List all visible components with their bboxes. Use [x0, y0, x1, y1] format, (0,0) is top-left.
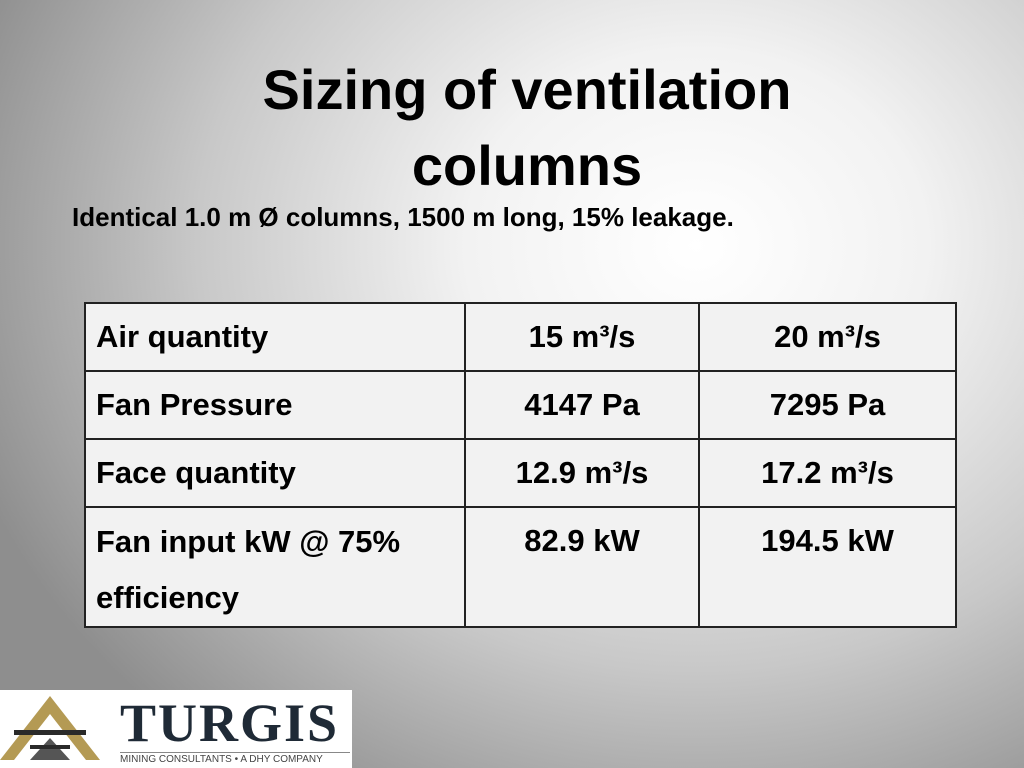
- data-table: Air quantity 15 m³/s 20 m³/s Fan Pressure 41…: [84, 302, 957, 628]
- table-row: Air quantity 15 m³/s 20 m³/s: [84, 302, 957, 372]
- row-label: Face quantity: [84, 438, 466, 508]
- subtitle: Identical 1.0 m Ø columns, 1500 m long, …: [72, 202, 734, 232]
- logo-icon: [0, 696, 100, 760]
- cell: 194.5 kW: [698, 506, 957, 628]
- cell: 15 m³/s: [464, 302, 700, 372]
- cell: 17.2 m³/s: [698, 438, 957, 508]
- row-label: Fan input kW @ 75% efficiency: [84, 506, 466, 628]
- table-row: Face quantity 12.9 m³/s 17.2 m³/s: [84, 438, 957, 508]
- title: Sizing of ventilation columns: [262, 58, 792, 197]
- row-label: Fan Pressure: [84, 370, 466, 440]
- logo-name: TURGIS: [120, 693, 340, 753]
- cell: 20 m³/s: [698, 302, 957, 372]
- cell: 7295 Pa: [698, 370, 957, 440]
- cell: 4147 Pa: [464, 370, 700, 440]
- cell: 12.9 m³/s: [464, 438, 700, 508]
- row-label: Air quantity: [84, 302, 466, 372]
- table-row: Fan Pressure 4147 Pa 7295 Pa: [84, 370, 957, 440]
- cell: 82.9 kW: [464, 506, 700, 628]
- table-row: Fan input kW @ 75% efficiency 82.9 kW 194.…: [84, 506, 957, 628]
- logo-tagline: MINING CONSULTANTS • A DHY COMPANY: [120, 754, 323, 765]
- logo: TURGIS MINING CONSULTANTS • A DHY COMPAN…: [0, 690, 352, 768]
